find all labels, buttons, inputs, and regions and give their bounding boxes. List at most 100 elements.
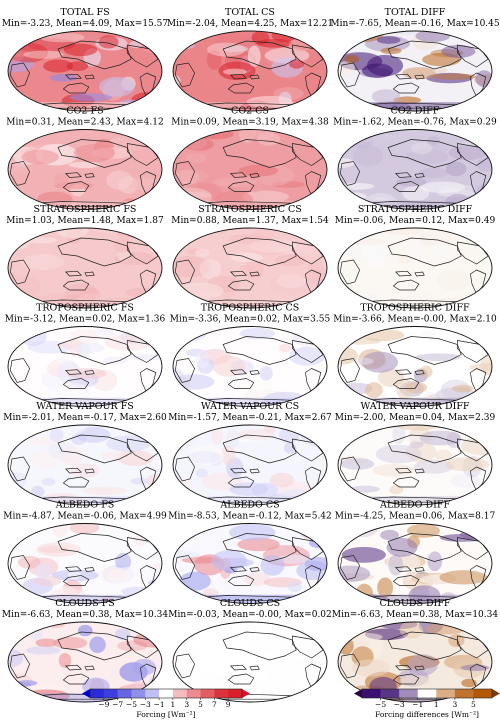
panel-title: TOTAL FS xyxy=(60,7,109,18)
panel-title: ALBEDO FS xyxy=(55,500,115,511)
panel-stats: Min=0.88, Mean=1.37, Max=1.54 xyxy=(171,216,329,226)
panel-title: ALBEDO CS xyxy=(219,500,279,511)
map-field xyxy=(8,523,162,604)
map-outline xyxy=(7,30,163,112)
map-outline xyxy=(7,523,163,604)
panel-stats: Min=-2.00, Mean=0.04, Max=2.39 xyxy=(335,413,496,423)
map-outline xyxy=(172,621,328,703)
panel-stats: Min=-0.06, Mean=0.12, Max=0.49 xyxy=(335,216,496,226)
colorbar-tick: −9 xyxy=(98,700,109,709)
map-outline xyxy=(337,227,493,309)
colorbar-extend-low xyxy=(354,689,362,698)
map-outline xyxy=(7,424,163,506)
map-outline xyxy=(172,129,328,210)
panel-stats: Min=-1.57, Mean=-0.21, Max=2.67 xyxy=(168,413,332,423)
colorbar-forcing: −9 −7 −5 −3 −1 1 3 5 7 9 Forcing [Wm⁻²] xyxy=(82,688,250,719)
map-outline xyxy=(172,326,328,407)
panel-stats: Min=-1.62, Mean=-0.76, Max=0.29 xyxy=(333,118,497,128)
colorbar-tick: −5 xyxy=(126,700,137,709)
map-outline xyxy=(172,424,328,506)
map-outline xyxy=(337,30,493,112)
colorbar-tick: 3 xyxy=(184,700,189,709)
panel-title: WATER VAPOUR FS xyxy=(36,401,134,412)
panel-title: CO2 FS xyxy=(66,106,103,117)
panel-title: CLOUDS CS xyxy=(220,598,280,609)
map-outline xyxy=(337,621,493,703)
panel-title: WATER VAPOUR DIFF xyxy=(360,401,469,412)
panel-title: CO2 DIFF xyxy=(391,106,440,117)
panel-stats: Min=-2.04, Mean=4.25, Max=12.21 xyxy=(167,19,333,29)
panel-title: STRATOSPHERIC CS xyxy=(198,204,302,215)
panel-title: CO2 CS xyxy=(231,106,269,117)
map-field xyxy=(8,129,162,210)
panel-title: STRATOSPHERIC DIFF xyxy=(358,204,473,215)
panel-stats: Min=-3.66, Mean=-0.00, Max=2.10 xyxy=(333,315,497,325)
coastlines xyxy=(339,434,489,503)
coastlines xyxy=(174,336,324,405)
panel-title: CLOUDS FS xyxy=(55,598,115,609)
colorbar-tick: 3 xyxy=(452,700,457,709)
colorbar-tick: 1 xyxy=(434,700,439,709)
colorbar-tick: −3 xyxy=(394,700,405,709)
panel-stats: Min=0.31, Mean=2.43, Max=4.12 xyxy=(6,118,163,128)
colorbar-tick: 9 xyxy=(226,700,231,709)
panel-title: TOTAL DIFF xyxy=(385,7,446,18)
panel-stats: Min=-3.36, Mean=0.02, Max=3.55 xyxy=(170,315,331,325)
panel-stats: Min=-4.25, Mean=0.06, Max=8.17 xyxy=(335,512,496,522)
map-outline xyxy=(337,326,493,407)
colorbar-label: Forcing differences [Wm⁻²] xyxy=(375,710,479,719)
colorbar-tick: 5 xyxy=(198,700,203,709)
map-field xyxy=(338,31,492,111)
panel-stats: Min=-3.23, Mean=4.09, Max=15.57 xyxy=(2,19,168,29)
map-field xyxy=(8,425,162,505)
map-field xyxy=(173,523,327,604)
map-outline xyxy=(337,523,493,604)
map-field xyxy=(8,31,162,111)
map-field xyxy=(173,129,327,210)
map-field xyxy=(173,425,327,505)
panel-stats: Min=1.03, Mean=1.48, Max=1.87 xyxy=(6,216,164,226)
panel-stats: Min=-6.63, Mean=0.38, Max=10.34 xyxy=(2,610,168,620)
colorbar-tick: 1 xyxy=(171,700,176,709)
colorbar-extend-high xyxy=(492,689,500,698)
panel-stats: Min=-3.12, Mean=0.02, Max=1.36 xyxy=(5,315,166,325)
colorbar-extend-high xyxy=(242,689,250,698)
map-outline xyxy=(7,129,163,210)
panel-title: CLOUDS DIFF xyxy=(379,598,450,609)
panel-stats: Min=0.09, Mean=3.19, Max=4.38 xyxy=(171,118,329,128)
map-outline xyxy=(337,424,493,506)
colorbar-label: Forcing [Wm⁻²] xyxy=(136,710,195,719)
panel-title: TROPOSPHERIC DIFF xyxy=(360,303,470,314)
map-field xyxy=(338,326,492,407)
colorbar-tick: 5 xyxy=(471,700,476,709)
panel-title: TROPOSPHERIC CS xyxy=(201,303,300,314)
panel-title: WATER VAPOUR CS xyxy=(201,401,299,412)
panel-stats: Min=-7.65, Mean=-0.16, Max=10.45 xyxy=(330,19,500,29)
map-outline xyxy=(7,621,163,703)
panel-title: STRATOSPHERIC FS xyxy=(34,204,137,215)
map-outline xyxy=(172,30,328,112)
colorbar-tick: −1 xyxy=(154,700,165,709)
map-field xyxy=(173,326,327,407)
panel-title: TOTAL CS xyxy=(225,7,275,18)
map-outline xyxy=(337,129,493,210)
panel-stats: Min=-2.01, Mean=-0.17, Max=2.60 xyxy=(3,413,167,423)
